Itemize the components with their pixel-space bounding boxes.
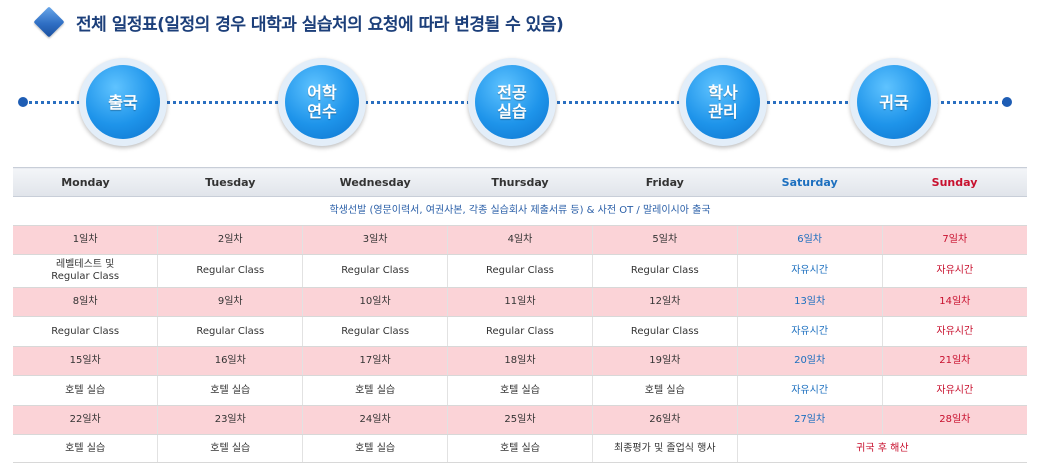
activity-cell: Regular Class: [157, 316, 304, 347]
header-wednesday: Wednesday: [302, 167, 448, 197]
activity-cell: 자유시간: [737, 254, 883, 288]
activity-row: 레벨테스트 및 Regular Class Regular Class Regu…: [13, 254, 1027, 288]
day-cell: 18일차: [447, 346, 593, 376]
day-cell: 12일차: [592, 287, 738, 317]
day-cell: 24일차: [302, 405, 449, 435]
day-cell: 2일차: [157, 225, 304, 255]
activity-cell: 자유시간: [882, 375, 1027, 406]
activity-cell: 호텔 실습: [157, 434, 304, 463]
day-cell: 17일차: [302, 346, 449, 376]
activity-cell: 자유시간: [737, 375, 883, 406]
activity-cell: 자유시간: [737, 316, 883, 347]
timeline-step-language: 어학 연수: [278, 58, 366, 146]
timeline-step-label: 전공 실습: [475, 65, 549, 139]
day-cell: 5일차: [592, 225, 738, 255]
activity-cell: Regular Class: [447, 254, 593, 288]
schedule-table: Monday Tuesday Wednesday Thursday Friday…: [13, 167, 1027, 463]
timeline-end-dot: [1002, 97, 1012, 107]
activity-cell: Regular Class: [302, 254, 449, 288]
header-friday: Friday: [592, 167, 738, 197]
activity-cell: 호텔 실습: [302, 434, 449, 463]
activity-row: 호텔 실습 호텔 실습 호텔 실습 호텔 실습 호텔 실습 자유시간 자유시간: [13, 375, 1027, 406]
day-cell: 8일차: [13, 287, 159, 317]
day-cell: 23일차: [157, 405, 304, 435]
day-cell: 10일차: [302, 287, 449, 317]
weekend-merged-cell: 귀국 후 해산: [737, 434, 1027, 463]
activity-cell: 최종평가 및 졸업식 행사: [592, 434, 738, 463]
day-cell: 15일차: [13, 346, 159, 376]
activity-cell: 호텔 실습: [592, 375, 738, 406]
activity-cell: Regular Class: [157, 254, 304, 288]
activity-row: 호텔 실습 호텔 실습 호텔 실습 호텔 실습 최종평가 및 졸업식 행사 귀국…: [13, 434, 1027, 463]
activity-cell: 호텔 실습: [157, 375, 304, 406]
timeline-step-label: 어학 연수: [285, 65, 359, 139]
timeline-step-label: 출국: [86, 65, 160, 139]
activity-cell: 자유시간: [882, 254, 1027, 288]
activity-cell: 호텔 실습: [302, 375, 449, 406]
timeline-step-return: 귀국: [850, 58, 938, 146]
day-cell: 9일차: [157, 287, 304, 317]
day-cell: 16일차: [157, 346, 304, 376]
day-row: 22일차 23일차 24일차 25일차 26일차 27일차 28일차: [13, 405, 1027, 435]
header-thursday: Thursday: [447, 167, 593, 197]
day-cell: 14일차: [882, 287, 1027, 317]
day-cell: 28일차: [882, 405, 1027, 435]
day-cell: 1일차: [13, 225, 159, 255]
activity-cell: Regular Class: [592, 254, 738, 288]
day-cell: 22일차: [13, 405, 159, 435]
activity-cell: Regular Class: [13, 316, 159, 347]
activity-cell: 호텔 실습: [13, 434, 159, 463]
activity-cell: 자유시간: [882, 316, 1027, 347]
day-cell: 19일차: [592, 346, 738, 376]
activity-cell: 호텔 실습: [447, 434, 593, 463]
header-row: Monday Tuesday Wednesday Thursday Friday…: [13, 167, 1027, 197]
activity-cell: Regular Class: [592, 316, 738, 347]
activity-cell: Regular Class: [447, 316, 593, 347]
header-monday: Monday: [13, 167, 158, 197]
day-cell: 11일차: [447, 287, 593, 317]
timeline-step-label: 귀국: [857, 65, 931, 139]
header-saturday: Saturday: [737, 167, 883, 197]
timeline: 출국 어학 연수 전공 실습 학사 관리 귀국: [0, 52, 1040, 152]
timeline-step-major-practice: 전공 실습: [468, 58, 556, 146]
header-tuesday: Tuesday: [157, 167, 303, 197]
page-title: 전체 일정표(일정의 경우 대학과 실습처의 요청에 따라 변경될 수 있음): [76, 14, 564, 35]
day-row: 15일차 16일차 17일차 18일차 19일차 20일차 21일차: [13, 346, 1027, 376]
day-cell: 20일차: [737, 346, 883, 376]
intro-text: 학생선발 (영문이력서, 여권사본, 각종 실습회사 제출서류 등) & 사전 …: [13, 196, 1027, 226]
title-bar: 전체 일정표(일정의 경우 대학과 실습처의 요청에 따라 변경될 수 있음): [33, 6, 564, 38]
day-cell: 3일차: [302, 225, 449, 255]
day-row: 1일차 2일차 3일차 4일차 5일차 6일차 7일차: [13, 225, 1027, 255]
day-row: 8일차 9일차 10일차 11일차 12일차 13일차 14일차: [13, 287, 1027, 317]
day-cell: 6일차: [737, 225, 883, 255]
activity-cell: 레벨테스트 및 Regular Class: [13, 254, 159, 288]
day-cell: 27일차: [737, 405, 883, 435]
timeline-step-label: 학사 관리: [686, 65, 760, 139]
activity-row: Regular Class Regular Class Regular Clas…: [13, 316, 1027, 347]
day-cell: 4일차: [447, 225, 593, 255]
diamond-bullet-icon: [33, 6, 65, 38]
activity-cell: Regular Class: [302, 316, 449, 347]
activity-cell: 호텔 실습: [13, 375, 159, 406]
day-cell: 26일차: [592, 405, 738, 435]
day-cell: 25일차: [447, 405, 593, 435]
timeline-start-dot: [18, 97, 28, 107]
header-sunday: Sunday: [882, 167, 1027, 197]
day-cell: 13일차: [737, 287, 883, 317]
timeline-step-departure: 출국: [79, 58, 167, 146]
activity-cell: 호텔 실습: [447, 375, 593, 406]
intro-row: 학생선발 (영문이력서, 여권사본, 각종 실습회사 제출서류 등) & 사전 …: [13, 196, 1027, 226]
timeline-step-academic: 학사 관리: [679, 58, 767, 146]
day-cell: 21일차: [882, 346, 1027, 376]
day-cell: 7일차: [882, 225, 1027, 255]
